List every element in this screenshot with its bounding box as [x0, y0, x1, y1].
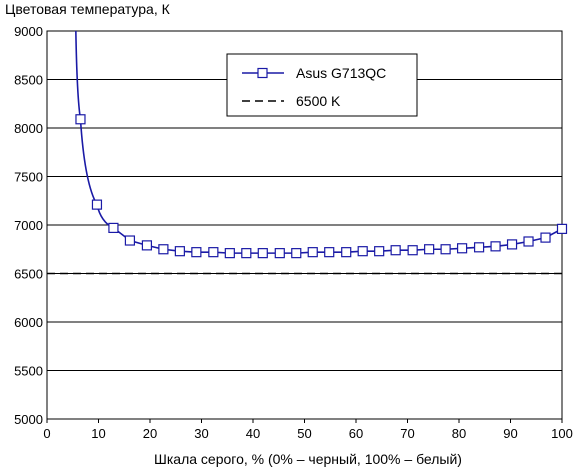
- data-point-asus: [357, 246, 368, 257]
- y-tick-label: 9000: [14, 24, 43, 39]
- data-point-asus: [291, 248, 302, 259]
- data-point-asus: [224, 248, 235, 259]
- y-axis-ticks: 5000 5500 6000 6500 7000 7500 8000 8500 9000: [14, 24, 43, 427]
- x-tick-label: 10: [91, 426, 105, 441]
- data-point-asus: [274, 248, 285, 259]
- data-point-asus: [257, 248, 268, 259]
- x-tick-label: 50: [297, 426, 311, 441]
- x-tick-label: 40: [246, 426, 260, 441]
- y-tick-label: 7500: [14, 170, 43, 185]
- data-point-asus: [341, 247, 352, 258]
- data-point-asus: [141, 240, 153, 251]
- chart-title: Цветовая температура, К: [5, 1, 171, 17]
- data-point-asus: [307, 247, 318, 258]
- x-tick-label: 60: [349, 426, 363, 441]
- y-tick-label: 6500: [14, 267, 43, 282]
- y-tick-label: 8500: [14, 73, 43, 88]
- x-axis-ticks: 0 10 20 30 40 50 60 70 80 90 100: [43, 419, 573, 441]
- data-point-asus: [208, 247, 219, 258]
- data-point-asus: [191, 247, 202, 258]
- data-point-asus: [456, 243, 468, 254]
- legend: Asus G713QC 6500 K: [226, 53, 418, 117]
- data-point-asus: [75, 114, 86, 125]
- data-point-asus: [124, 235, 136, 246]
- data-point-asus: [440, 244, 451, 255]
- data-point-asus: [91, 199, 103, 210]
- y-tick-label: 6000: [14, 315, 43, 330]
- data-point-asus: [374, 246, 385, 257]
- data-point-asus: [556, 223, 568, 234]
- x-tick-label: 0: [43, 426, 50, 441]
- data-point-asus: [324, 247, 335, 258]
- legend-label-6500k: 6500 K: [296, 93, 341, 109]
- data-point-asus: [407, 245, 418, 256]
- data-point-asus: [158, 244, 169, 255]
- y-tick-label: 5000: [14, 412, 43, 427]
- legend-label-asus: Asus G713QC: [296, 65, 386, 81]
- series-group: [75, 30, 568, 259]
- x-tick-label: 70: [400, 426, 414, 441]
- legend-box: [226, 53, 418, 117]
- data-point-asus: [390, 245, 401, 256]
- legend-marker-asus: [257, 67, 268, 79]
- data-point-asus: [424, 244, 435, 255]
- data-point-asus: [241, 248, 252, 259]
- data-point-asus: [506, 239, 518, 250]
- x-tick-label: 100: [551, 426, 573, 441]
- x-tick-label: 90: [503, 426, 517, 441]
- x-tick-label: 80: [452, 426, 466, 441]
- data-point-asus: [174, 246, 185, 257]
- x-axis-label: Шкала серого, % (0% – черный, 100% – бел…: [154, 451, 462, 467]
- data-point-asus: [108, 222, 119, 234]
- x-tick-label: 30: [194, 426, 208, 441]
- data-point-asus: [523, 236, 534, 247]
- data-point-asus: [490, 241, 501, 252]
- y-tick-label: 5500: [14, 364, 43, 379]
- data-point-asus: [540, 232, 551, 243]
- x-tick-label: 20: [143, 426, 157, 441]
- y-tick-label: 8000: [14, 121, 43, 136]
- data-point-asus: [473, 242, 485, 253]
- y-tick-label: 7000: [14, 218, 43, 233]
